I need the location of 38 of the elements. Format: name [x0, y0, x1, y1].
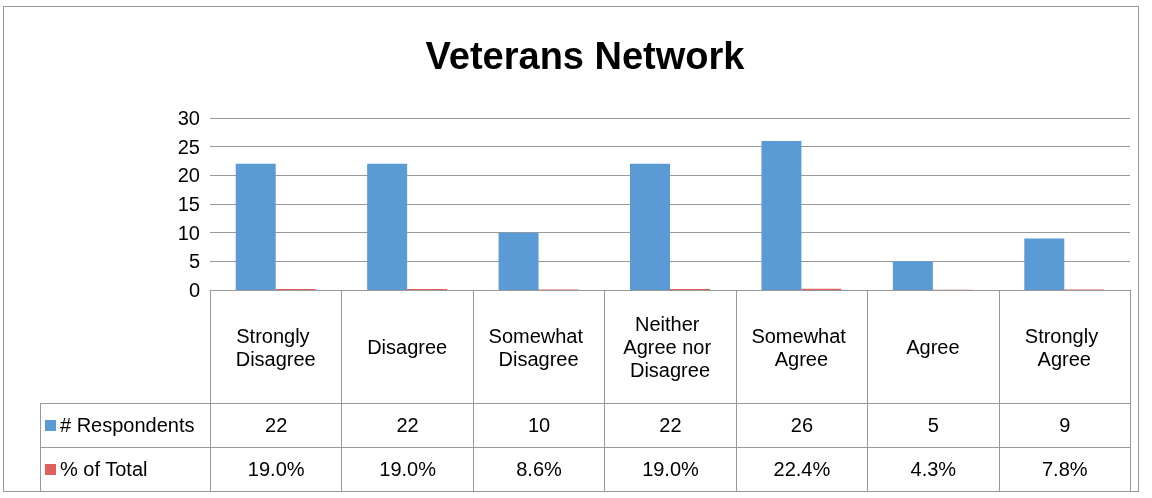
data-label: 5 [867, 403, 1000, 448]
data-label: 4.3% [867, 447, 1000, 492]
chart-title: Veterans Network [425, 35, 746, 77]
data-label: 19.0% [604, 447, 737, 492]
x-tick-label: Agree [906, 336, 960, 358]
y-tick-label: 15 [177, 193, 200, 215]
bar [892, 261, 933, 290]
x-tick-label: Somewhat Agree [751, 324, 852, 370]
legend-label: % of Total [60, 458, 148, 481]
data-label: 19.0% [210, 447, 343, 492]
bar [761, 140, 802, 290]
bar [1024, 238, 1065, 290]
data-label: 7.8% [998, 447, 1131, 492]
data-label: 22 [341, 403, 474, 448]
bar [630, 163, 670, 290]
data-label: 26 [735, 403, 869, 448]
legend-label: # Respondents [60, 414, 195, 437]
data-label: 19.0% [341, 447, 474, 492]
data-label: 8.6% [472, 447, 606, 492]
x-tick-label: Neither Agree nor Disagree [623, 313, 717, 381]
data-label: 22 [210, 403, 343, 448]
data-label: 10 [472, 403, 606, 448]
data-label: 9 [998, 403, 1131, 448]
y-tick-label: 0 [188, 279, 200, 301]
data-label: 22.4% [735, 447, 869, 492]
bar [498, 232, 539, 290]
data-label: 22 [604, 403, 737, 448]
y-tick-label: 10 [177, 221, 200, 244]
y-tick-label: 25 [177, 135, 200, 158]
x-tick-label: Disagree [367, 336, 448, 358]
bar [235, 163, 276, 290]
y-tick-label: 30 [177, 107, 200, 129]
x-tick-label: Somewhat Disagree [488, 324, 589, 370]
bar [367, 163, 408, 290]
x-tick-label: Strongly Disagree [235, 324, 316, 370]
y-tick-label: 5 [188, 250, 200, 273]
x-tick-label: Strongly Agree [1024, 324, 1104, 370]
y-tick-label: 20 [177, 164, 200, 187]
